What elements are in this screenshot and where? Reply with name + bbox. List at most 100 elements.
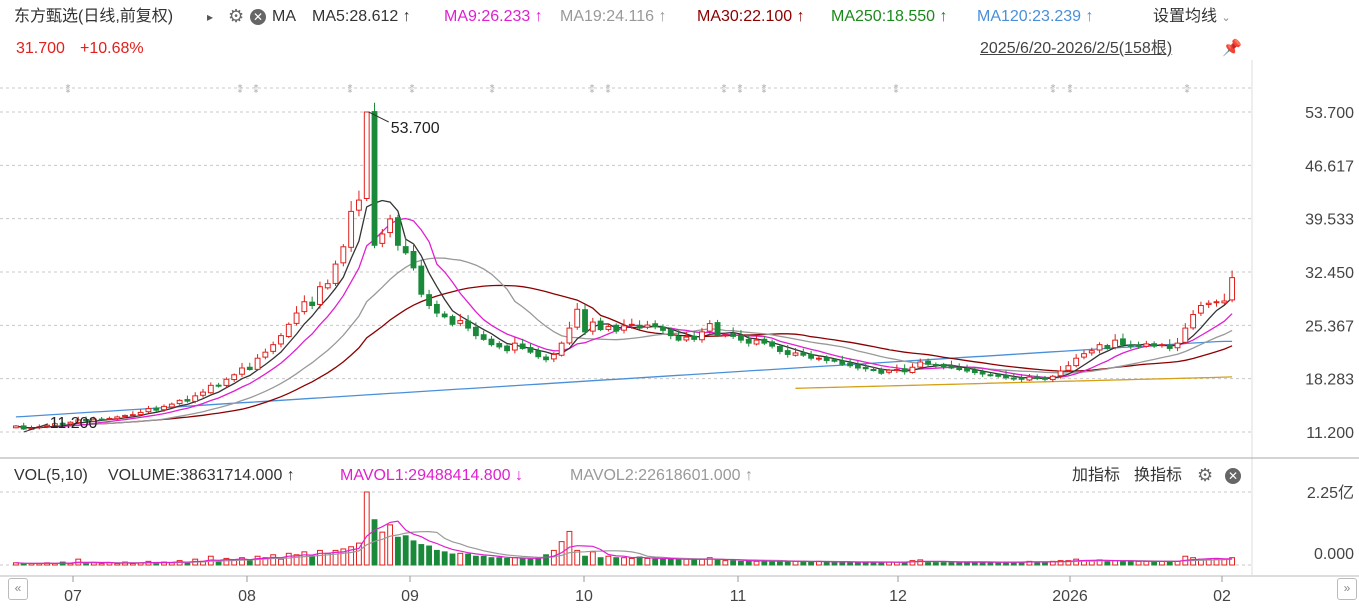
volume-bar xyxy=(488,557,495,566)
volume-bar xyxy=(239,557,245,566)
close-icon[interactable]: ✕ xyxy=(250,9,266,25)
candle-body xyxy=(1143,343,1150,347)
volume-bar xyxy=(129,563,136,566)
candle-body xyxy=(153,407,160,411)
pin-icon[interactable]: 📌 xyxy=(1222,40,1242,57)
candle-body xyxy=(246,366,253,371)
event-marker-icon: ⁑ xyxy=(490,83,495,96)
candle-body xyxy=(862,366,869,370)
date-range[interactable]: 2025/6/20-2026/2/5(158根) xyxy=(980,40,1173,57)
candle-body xyxy=(480,334,487,340)
candle-body xyxy=(317,286,323,305)
event-marker-icon: ⁑ xyxy=(722,83,727,96)
event-marker-icon: ⁑ xyxy=(410,83,415,96)
volume-bar xyxy=(909,560,916,566)
volume-bar xyxy=(504,557,510,566)
volume-bar xyxy=(1065,560,1072,566)
scroll-right-button[interactable]: » xyxy=(1337,578,1357,600)
candle-body xyxy=(675,336,682,341)
volume-bar xyxy=(621,557,627,566)
candle-body xyxy=(831,359,838,362)
candle-body xyxy=(815,357,822,360)
candle-body xyxy=(925,360,931,365)
candle-body xyxy=(98,418,105,421)
volume-bar xyxy=(917,559,924,566)
volume-bar xyxy=(660,558,666,566)
volume-bar xyxy=(675,559,682,566)
candle-body xyxy=(621,325,627,331)
candle-body xyxy=(1096,344,1103,351)
stock-title[interactable]: 东方甄选(日线,前复权) xyxy=(14,8,174,25)
volume-bar xyxy=(722,560,729,566)
volume-bar xyxy=(784,560,791,566)
scroll-left-button[interactable]: « xyxy=(8,578,28,600)
ma30-line xyxy=(15,284,1233,429)
candle-body xyxy=(543,356,549,361)
candle-body xyxy=(465,320,471,329)
volume-bar xyxy=(613,557,620,566)
volume-bar xyxy=(550,549,557,566)
volume-bar xyxy=(574,549,581,566)
volume-bar xyxy=(394,536,401,566)
candle-body xyxy=(433,303,440,314)
candle-body xyxy=(122,414,128,418)
volume-bar xyxy=(519,557,526,566)
volume-bar xyxy=(348,546,355,566)
volume-bar xyxy=(823,561,830,566)
volume-bar xyxy=(589,551,596,566)
ma19-line xyxy=(15,257,1233,429)
volume-bar xyxy=(667,557,674,566)
candle-body xyxy=(691,335,698,340)
candle-body xyxy=(1018,377,1025,380)
candle-body xyxy=(527,347,534,353)
volume-bars xyxy=(12,491,1236,566)
candle-body xyxy=(1088,350,1095,354)
candle-body xyxy=(644,324,651,328)
switch-indicator-button[interactable]: 换指标 xyxy=(1134,467,1183,484)
candle-body xyxy=(184,399,191,402)
candle-body xyxy=(886,369,892,373)
gear-icon[interactable]: ⚙ xyxy=(1197,465,1214,485)
date-axis: 07 08 09 10 11 12 2026 02 xyxy=(0,575,1359,605)
settings-ma-button[interactable]: 设置均线 ⌄ xyxy=(1153,8,1231,25)
volume-bar xyxy=(441,551,448,566)
candle-body xyxy=(1166,344,1173,349)
candle-body xyxy=(496,342,503,348)
candle-body xyxy=(878,369,885,374)
candle-body xyxy=(402,246,409,254)
candle-body xyxy=(1205,302,1212,305)
candle-body xyxy=(59,422,66,425)
candle-body xyxy=(1104,345,1111,349)
volume-tick-label: 2.25亿 xyxy=(1307,484,1354,502)
date-tick-label: 2026 xyxy=(1052,588,1088,605)
candle-body xyxy=(550,353,557,360)
volume-bar xyxy=(792,560,799,566)
expand-arrow-icon[interactable]: ▸ xyxy=(207,10,214,24)
mavol1-line xyxy=(15,520,1233,565)
candle-body xyxy=(901,368,908,373)
high-pointer xyxy=(368,111,389,123)
ma250-line xyxy=(795,376,1233,389)
candle-body xyxy=(738,334,744,341)
date-tick-label: 09 xyxy=(401,588,419,605)
event-markers: ⁑ ⁑ ⁑ ⁑ ⁑ ⁑ ⁑ ⁑ ⁑ ⁑ ⁑ ⁑ ⁑ ⁑ ⁑ xyxy=(66,83,1190,96)
candle-body xyxy=(979,371,986,375)
date-tick-label: 02 xyxy=(1213,588,1231,605)
candle-body xyxy=(660,326,666,331)
volume-bar xyxy=(83,563,89,566)
candle-body xyxy=(792,352,799,356)
candle-body xyxy=(129,414,136,417)
candle-body xyxy=(1221,300,1228,304)
candle-body xyxy=(683,336,690,341)
gear-icon[interactable]: ⚙ xyxy=(228,6,245,26)
volume-bar xyxy=(753,560,760,566)
candle-body xyxy=(192,395,199,402)
candle-body xyxy=(301,301,308,313)
close-icon[interactable]: ✕ xyxy=(1225,468,1241,484)
candle-body xyxy=(893,369,900,372)
add-indicator-button[interactable]: 加指标 xyxy=(1072,467,1121,484)
price-change: +10.68% xyxy=(80,40,144,57)
volume-bar xyxy=(597,557,604,566)
volume-bar xyxy=(683,558,690,566)
